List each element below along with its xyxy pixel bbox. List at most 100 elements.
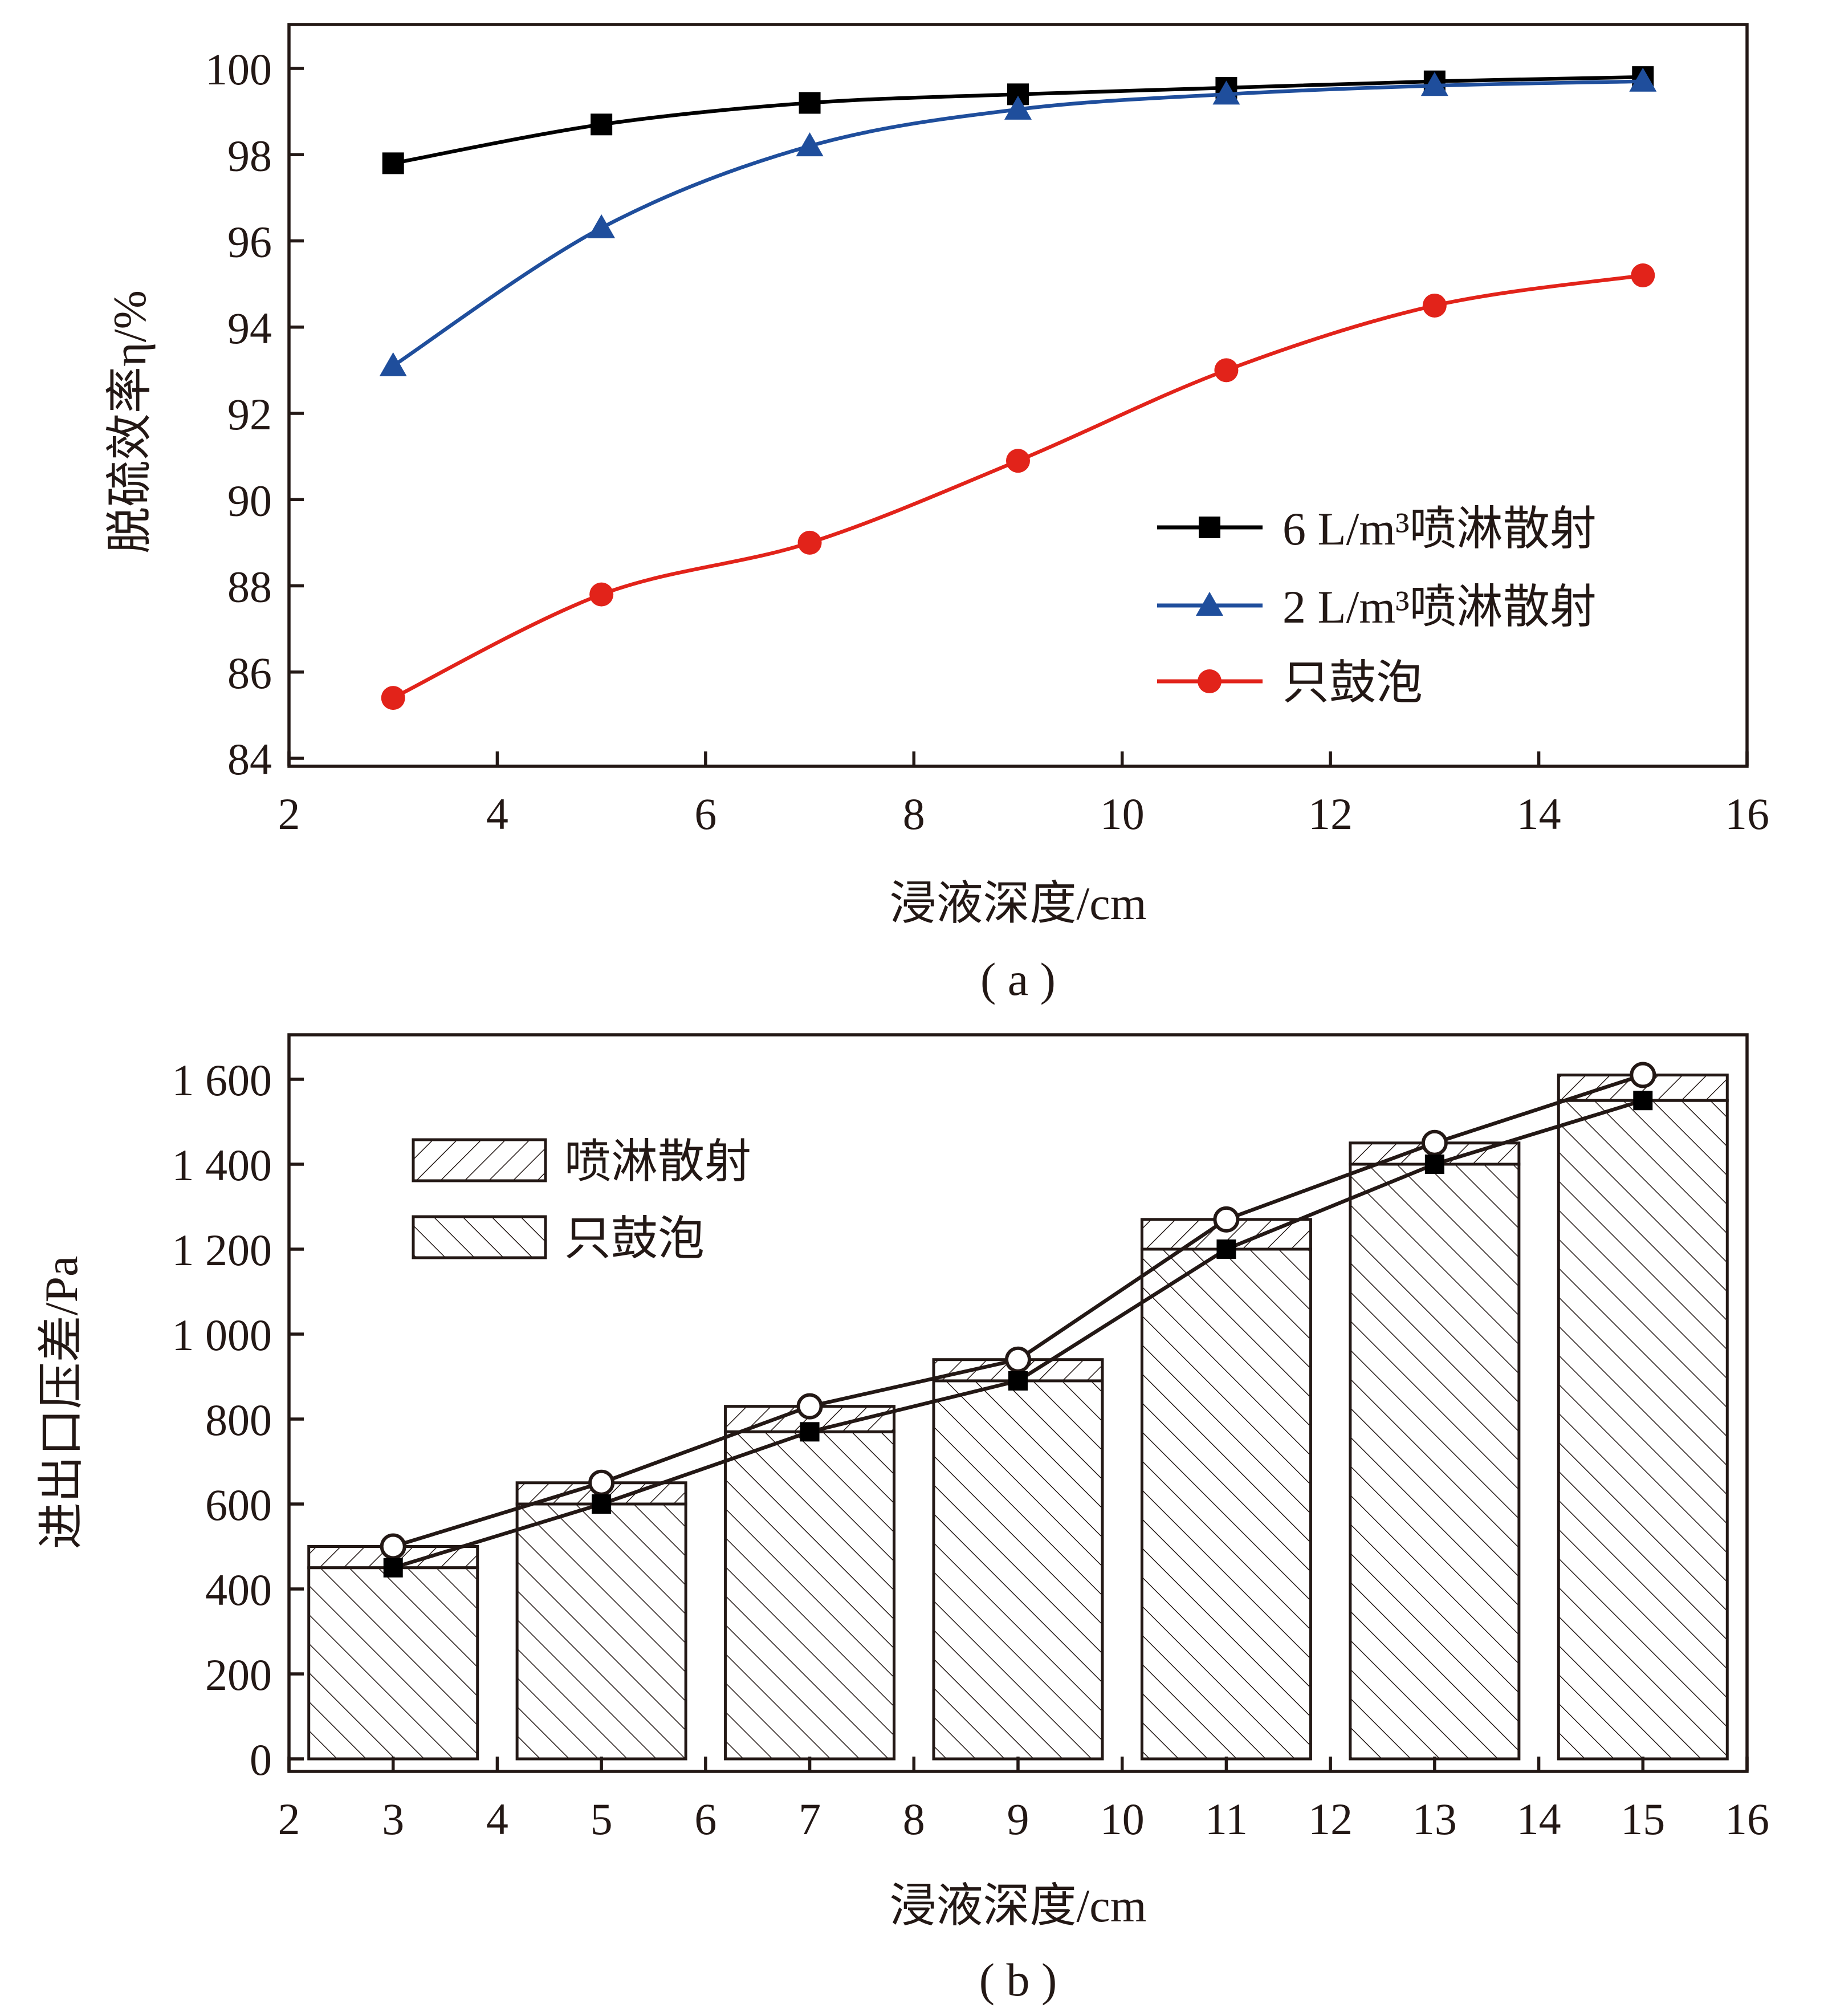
data-point [1216, 1239, 1236, 1259]
y-tick-label: 1 600 [172, 1055, 272, 1105]
y-tick-label: 600 [205, 1480, 272, 1530]
chart-b-ticks [287, 1078, 1749, 1771]
x-tick-label: 16 [1725, 789, 1769, 839]
data-point [592, 1494, 612, 1514]
x-tick-label: 9 [1007, 1794, 1029, 1844]
y-tick-label: 92 [227, 389, 272, 439]
chart-b: 2 3 4 5 6 7 8 9 10 11 12 13 14 15 16 0 200 400 600 800 1 000… [35, 1033, 1770, 2006]
legend-label: 2 L/m³喷淋散射 [1282, 581, 1597, 633]
data-point [800, 1422, 820, 1442]
x-tick-label: 6 [694, 789, 716, 839]
legend-swatch [412, 1138, 547, 1182]
legend-marker [1198, 669, 1222, 693]
y-tick-label: 86 [227, 648, 272, 698]
chart-a-y-axis-label: 脱硫效率η/% [104, 290, 156, 554]
y-tick-label: 100 [205, 44, 272, 94]
chart-b-caption: ( b ) [979, 1954, 1057, 2006]
data-point [588, 1469, 615, 1496]
legend-item-1: 只鼓泡 [412, 1213, 705, 1265]
y-tick-label: 0 [250, 1735, 272, 1785]
x-tick-label: 15 [1621, 1794, 1665, 1844]
legend-item-0: 喷淋散射 [412, 1136, 751, 1188]
bar-group [515, 1481, 687, 1761]
y-tick-label: 1 000 [172, 1310, 272, 1360]
data-point [588, 214, 616, 238]
bar-group [724, 1405, 896, 1761]
x-tick-label: 2 [278, 1794, 300, 1844]
legend-label: 只鼓泡 [1282, 657, 1423, 709]
y-tick-label: 1 400 [172, 1140, 272, 1190]
x-tick-label: 14 [1517, 789, 1561, 839]
x-tick-label: 4 [486, 1794, 508, 1844]
bar-bubbling [724, 1430, 896, 1761]
bar-bubbling [515, 1502, 687, 1761]
chart-b-x-axis-label: 浸液深度/cm [890, 1880, 1147, 1932]
data-point [383, 1558, 403, 1578]
x-tick-label: 10 [1100, 1794, 1145, 1844]
chart-a-x-axis-label: 浸液深度/cm [890, 877, 1147, 929]
bar-bubbling [1140, 1247, 1312, 1761]
legend-item-1: 2 L/m³喷淋散射 [1157, 581, 1597, 633]
data-point [379, 352, 407, 376]
x-tick-label: 6 [694, 1794, 716, 1844]
legend-marker [1199, 517, 1220, 538]
x-tick-label: 3 [382, 1794, 404, 1844]
y-tick-label: 94 [227, 303, 272, 353]
y-tick-label: 88 [227, 562, 272, 612]
legend-label: 喷淋散射 [564, 1136, 751, 1188]
bar-group [932, 1358, 1104, 1761]
data-point [799, 92, 821, 114]
x-tick-label: 10 [1100, 789, 1145, 839]
data-point [1421, 1129, 1448, 1156]
bar-group [307, 1545, 479, 1761]
data-point [796, 1393, 823, 1420]
bar-group [1557, 1074, 1729, 1761]
data-point [1420, 72, 1448, 96]
y-tick-label: 800 [205, 1395, 272, 1445]
data-point [380, 1533, 406, 1560]
x-tick-label: 16 [1725, 1794, 1769, 1844]
chart-a-tick-labels: 2 4 6 8 10 12 14 16 84 86 88 90 92 94 96 98 100 [205, 44, 1769, 839]
series-line [392, 79, 1643, 368]
chart-a-plot-frame [287, 23, 1749, 768]
y-tick-label: 200 [205, 1650, 272, 1700]
data-point [382, 152, 404, 174]
data-point [1424, 1155, 1444, 1174]
y-tick-label: 84 [227, 734, 272, 784]
data-point [1004, 95, 1032, 120]
y-tick-label: 400 [205, 1565, 272, 1615]
data-point [1422, 293, 1447, 318]
x-tick-label: 7 [799, 1794, 821, 1844]
data-point [797, 530, 822, 555]
series-0 [382, 66, 1654, 174]
legend-swatch [412, 1215, 547, 1259]
bar-bubbling [1557, 1099, 1729, 1761]
legend-label: 只鼓泡 [564, 1213, 705, 1265]
legend-marker [1196, 592, 1223, 616]
chart-b-tick-labels: 2 3 4 5 6 7 8 9 10 11 12 13 14 15 16 0 200 400 600 800 1 000… [172, 1055, 1770, 1844]
x-tick-label: 11 [1205, 1794, 1248, 1844]
y-tick-label: 90 [227, 475, 272, 525]
series-1 [383, 1091, 1653, 1578]
bar-group [1349, 1141, 1521, 1761]
bar-group [1140, 1218, 1312, 1761]
x-tick-label: 12 [1308, 789, 1353, 839]
data-point [381, 686, 405, 710]
chart-a-caption: ( a ) [980, 953, 1056, 1005]
chart-b-bars [307, 1074, 1729, 1761]
chart-a-ticks [287, 67, 1749, 766]
data-point [1212, 80, 1240, 105]
legend-label: 6 L/m³喷淋散射 [1282, 503, 1597, 555]
data-point [589, 582, 614, 607]
data-point [1629, 67, 1657, 92]
x-tick-label: 8 [903, 789, 925, 839]
x-tick-label: 4 [486, 789, 508, 839]
data-point [1633, 1091, 1653, 1111]
x-tick-label: 12 [1308, 1794, 1353, 1844]
x-tick-label: 5 [591, 1794, 613, 1844]
data-point [1213, 1206, 1240, 1233]
